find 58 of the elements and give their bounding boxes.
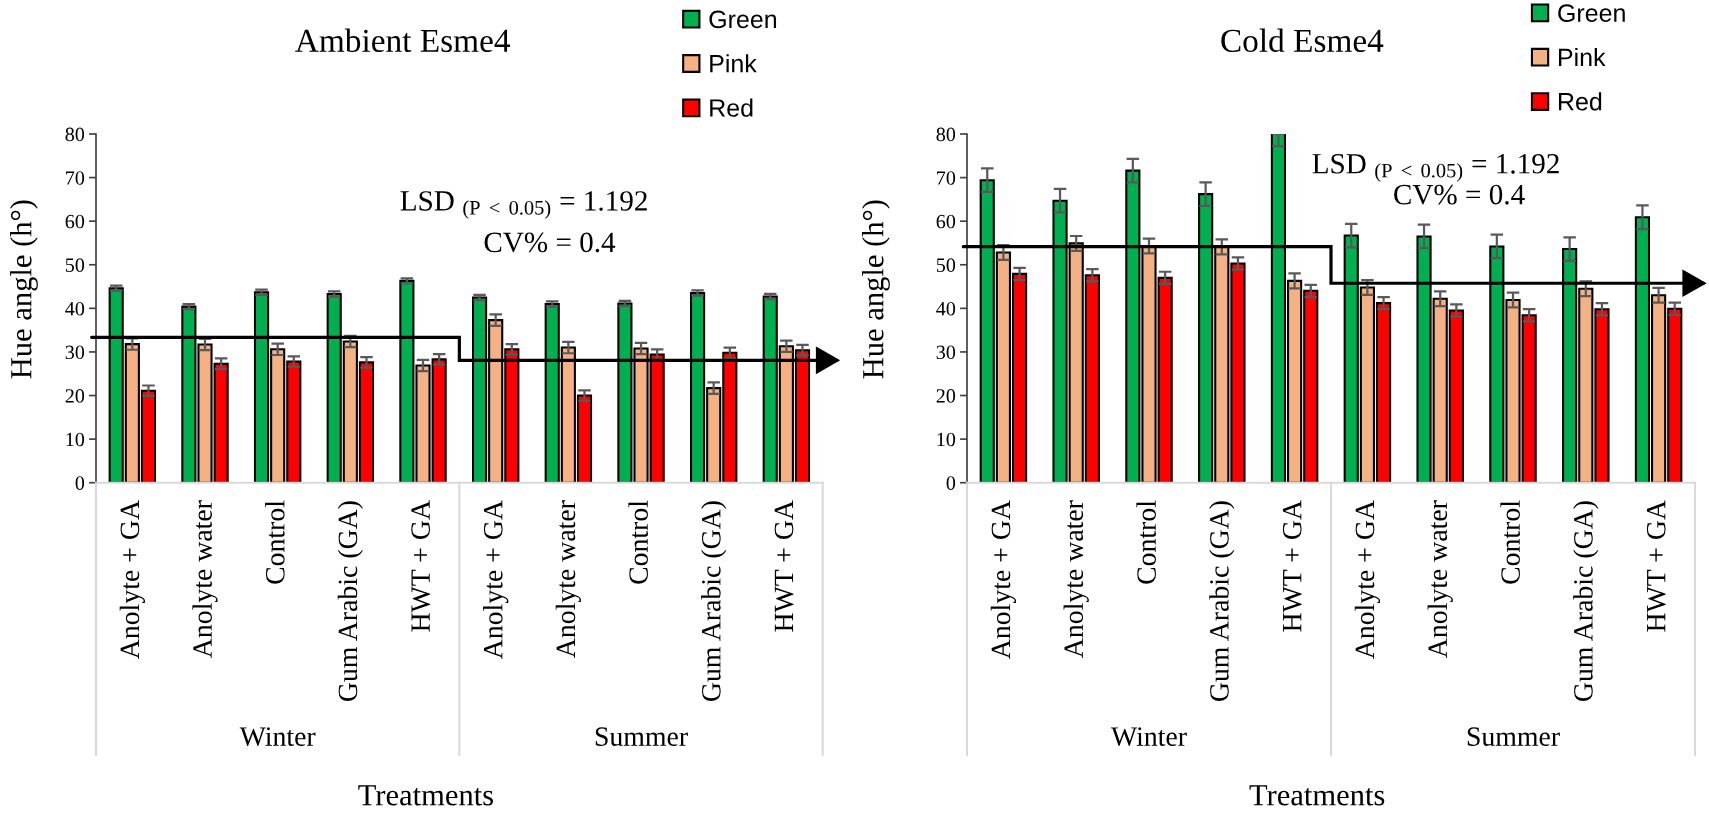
x-tick-label: HWT + GA [774,500,794,632]
x-tick-label: Anolyte + GA [990,500,1017,659]
annotation: CV% = 0.4 [1394,184,1525,205]
y-tick-label: 20 [65,389,85,403]
x-tick-label: Control [628,500,648,584]
legend-label: Red [710,98,753,117]
annotation: LSD $_{(P < 0.05)}$ = 1.192 [1312,154,1559,182]
y-tick-label: 10 [66,432,85,447]
x-tick-label: HWT + GA [411,500,431,632]
x-tick-label: Control [265,500,285,584]
x-axis-title: Treatments [1249,785,1385,806]
annotation: CV% = 0.4 [484,232,616,253]
legend-label: Green [709,10,777,29]
y-tick-label: 20 [936,389,956,403]
x-tick-label: Anolyte water [1427,500,1453,658]
x-tick-label: Gum Arabic (GA) [1209,501,1235,702]
y-tick-label: 60 [65,214,85,229]
y-tick-label: 0 [946,476,956,490]
y-tick-label: 80 [936,127,956,142]
x-tick-label: Control [1500,500,1520,584]
annotation: LSD $_{(P < 0.05)}$ = 1.192 [400,191,647,219]
chart-title: Ambient Esme4 [295,28,510,53]
y-tick-label: 50 [936,258,956,272]
x-tick-label: Anolyte + GA [1354,500,1381,659]
x-tick-label: Gum Arabic (GA) [1573,501,1599,702]
y-tick-label: 50 [65,258,85,272]
x-tick-label: Anolyte + GA [483,500,509,659]
x-tick-label: Gum Arabic (GA) [337,501,363,702]
legend-label: Pink [710,54,757,73]
text: Winter [239,727,316,747]
y-tick-label: 80 [65,127,85,142]
x-axis-title: Treatments [358,785,493,806]
x-tick-label: Anolyte water [192,500,218,658]
x-tick-label: Anolyte water [1063,500,1089,658]
text: Winter [1111,727,1187,747]
x-tick-label: HWT + GA [1646,500,1666,632]
y-tick-label: 60 [936,214,956,229]
y-tick-label: 40 [936,301,956,316]
x-tick-label: Anolyte water [555,500,581,658]
y-tick-label: 30 [936,345,956,360]
y-axis-title: Hue angle (h°) [10,200,38,379]
y-tick-label: 30 [65,345,85,360]
x-tick-label: Gum Arabic (GA) [701,501,727,702]
text: Summer [1467,727,1560,746]
chart-title: Cold Esme4 [1221,28,1384,53]
x-tick-label: Control [1136,500,1156,584]
text: Summer [595,727,688,746]
y-tick-label: 0 [75,476,85,490]
y-tick-label: 10 [937,432,956,447]
y-tick-label: 40 [65,301,85,316]
y-tick-label: 70 [937,171,956,185]
y-tick-label: 70 [66,171,85,185]
legend-label: Pink [1558,47,1606,67]
x-tick-label: Anolyte + GA [119,500,145,659]
x-tick-label: HWT + GA [1282,500,1302,632]
y-axis-title: Hue angle (h°) [862,200,890,379]
legend-label: Green [1558,4,1625,22]
legend-label: Red [1558,92,1602,111]
